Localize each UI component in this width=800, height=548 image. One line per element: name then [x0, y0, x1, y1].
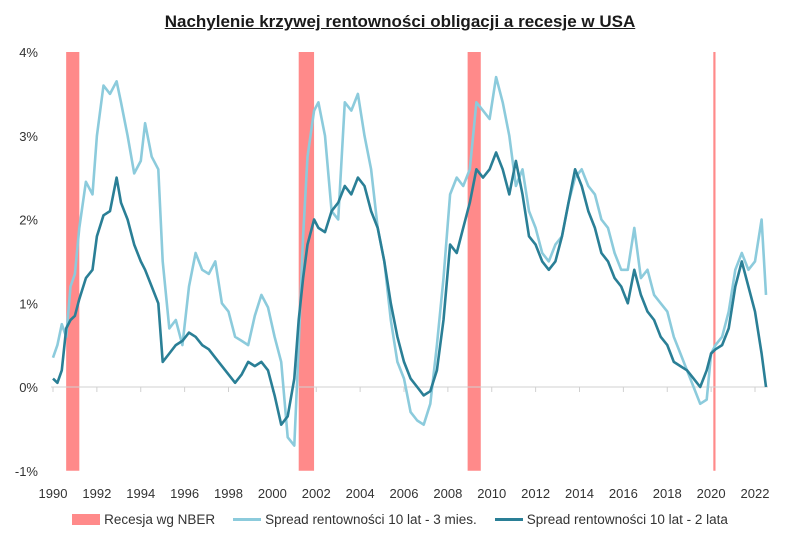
x-tick-label: 2018 — [653, 486, 682, 500]
series-line-spread_10y3m — [51, 75, 768, 447]
x-tick-label: 2020 — [697, 486, 726, 500]
legend-item-recession: Recesja wg NBER — [72, 512, 215, 527]
series-lines — [51, 75, 768, 447]
y-tick-label: 1% — [19, 296, 38, 311]
y-tick-label: 3% — [19, 129, 38, 144]
x-tick-label: 1994 — [126, 486, 155, 500]
x-axis: 1990 1992 1994 1996 1998 2000 2002 2004 2006 2008… — [39, 387, 770, 500]
x-tick-label: 1990 — [39, 486, 68, 500]
series-line-spread_10y2y — [52, 151, 768, 426]
x-tick-label: 2006 — [390, 486, 419, 500]
legend-swatch-10y3m — [233, 518, 262, 521]
chart-title: Nachylenie krzywej rentowności obligacji… — [164, 12, 636, 31]
y-axis: -1% 0% 1% 2% 3% 4% — [15, 45, 39, 479]
y-tick-label: 4% — [19, 45, 38, 60]
y-tick-label: 0% — [19, 380, 38, 395]
x-tick-label: 2000 — [258, 486, 287, 500]
legend-item-10y2y: Spread rentowności 10 lat - 2 lata — [494, 512, 728, 527]
recession-bar — [713, 52, 716, 471]
legend-label-recession: Recesja wg NBER — [104, 512, 216, 527]
x-tick-label: 2014 — [565, 486, 594, 500]
legend-label-10y2y: Spread rentowności 10 lat - 2 lata — [526, 512, 728, 527]
x-tick-label: 2002 — [302, 486, 331, 500]
legend-item-10y3m: Spread rentowności 10 lat - 3 mies. — [233, 512, 477, 527]
x-tick-label: 1998 — [214, 486, 243, 500]
legend-swatch-recession — [72, 514, 101, 525]
x-tick-label: 2012 — [521, 486, 550, 500]
recession-bar — [66, 52, 80, 471]
x-tick-label: 2008 — [433, 486, 462, 500]
y-tick-label: 2% — [19, 213, 38, 228]
x-tick-label: 1992 — [82, 486, 111, 500]
legend-label-10y3m: Spread rentowności 10 lat - 3 mies. — [265, 512, 477, 527]
x-tick-label: 1996 — [170, 486, 199, 500]
x-tick-label: 2010 — [477, 486, 506, 500]
legend-swatch-10y2y — [494, 518, 523, 521]
legend: Recesja wg NBER Spread rentowności 10 la… — [0, 512, 800, 527]
x-tick-label: 2016 — [609, 486, 638, 500]
chart-plot: 1990 1992 1994 1996 1998 2000 2002 2004 2006 2008… — [15, 45, 770, 500]
y-tick-label: -1% — [15, 464, 39, 479]
x-tick-label: 2022 — [741, 486, 770, 500]
x-tick-label: 2004 — [346, 486, 375, 500]
